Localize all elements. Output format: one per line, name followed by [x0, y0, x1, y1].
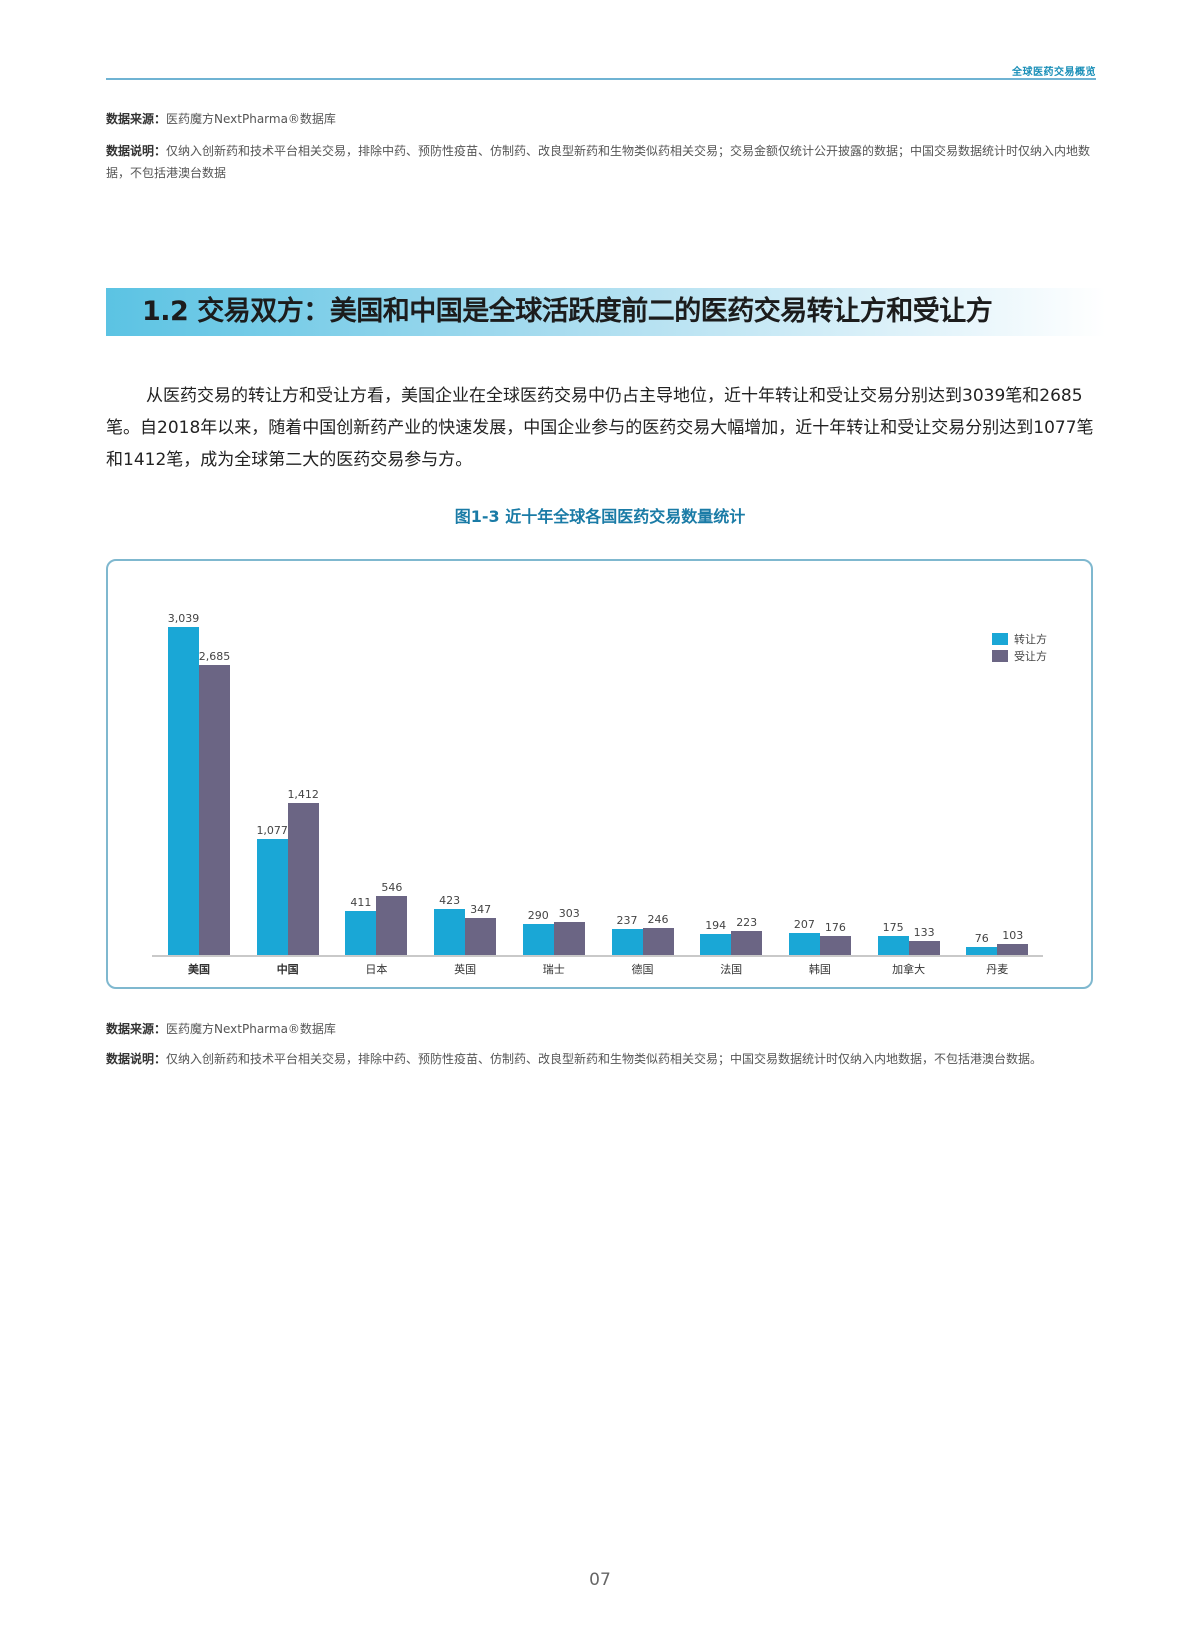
- x-axis-category-label: 美国: [188, 963, 210, 976]
- chart-frame: [106, 559, 1093, 989]
- note-label: 数据说明：: [106, 1052, 167, 1066]
- bar-transferor: [522, 923, 554, 955]
- data-label: 1,077: [256, 823, 288, 837]
- running-header-title: 全球医药交易概览: [1012, 67, 1096, 78]
- data-label: 1,412: [287, 787, 319, 801]
- note-text: 仅纳入创新药和技术平台相关交易，排除中药、预防性疫苗、仿制药、改良型新药和生物类…: [166, 1052, 1043, 1066]
- section-heading-band: [106, 288, 1106, 336]
- source-label: 数据来源：: [106, 1022, 167, 1036]
- x-axis-category-label: 加拿大: [892, 963, 926, 976]
- legend-swatch-icon: [992, 633, 1008, 645]
- source-text: 医药魔方NextPharma®数据库: [166, 112, 336, 126]
- data-label: 175: [882, 921, 904, 935]
- x-axis-category-label: 瑞士: [542, 963, 565, 976]
- data-label: 223: [736, 915, 758, 929]
- data-label: 3,039: [167, 612, 200, 625]
- data-label: 303: [558, 907, 580, 921]
- bar-transferor: [345, 910, 377, 955]
- data-label: 546: [381, 881, 403, 895]
- bottom-data-source: 数据来源：医药魔方NextPharma®数据库: [106, 1018, 336, 1040]
- legend-label: 受让方: [1014, 650, 1047, 663]
- note-text: 仅纳入创新药和技术平台相关交易，排除中药、预防性疫苗、仿制药、改良型新药和生物类…: [106, 144, 1091, 180]
- data-label: 207: [793, 917, 815, 931]
- bar-transferee: [376, 896, 408, 955]
- figure-title: 图1-3 近十年全球各国医药交易数量统计: [454, 507, 746, 526]
- top-data-note: 数据说明：仅纳入创新药和技术平台相关交易，排除中药、预防性疫苗、仿制药、改良型新…: [106, 140, 1096, 184]
- page-number: 07: [589, 1570, 611, 1590]
- top-data-source: 数据来源：医药魔方NextPharma®数据库: [106, 108, 336, 130]
- data-label: 194: [705, 919, 727, 933]
- bar-transferee: [199, 665, 230, 955]
- bar-transferee: [642, 928, 674, 955]
- bar-chart: 3,039 2,685 美国 1,077 1,412 中国 411 546 日本 423 347 英国…: [167, 612, 1029, 976]
- legend-label: 转让方: [1014, 633, 1047, 646]
- bar-transferor: [788, 932, 820, 955]
- header-divider: [106, 78, 1096, 80]
- bar-transferee: [465, 917, 497, 955]
- bar-transferee: [997, 943, 1029, 955]
- bar-transferor: [700, 934, 732, 955]
- x-axis-category-label: 法国: [720, 963, 743, 976]
- bar-transferee: [287, 802, 319, 955]
- legend-item-transferor: 转让方: [992, 631, 1047, 647]
- x-axis-category-label: 英国: [454, 963, 477, 976]
- data-label: 103: [1002, 928, 1024, 942]
- bar-transferor: [611, 929, 643, 955]
- data-label: 290: [527, 908, 549, 922]
- bar-transferee: [819, 936, 851, 955]
- bar-transferor: [434, 909, 466, 955]
- data-label: 76: [974, 931, 989, 945]
- body-paragraph: 从医药交易的转让方和受让方看，美国企业在全球医药交易中仍占主导地位，近十年转让和…: [106, 386, 1094, 470]
- section-title: 1.2 交易双方：美国和中国是全球活跃度前二的医药交易转让方和受让方: [142, 296, 993, 327]
- bar-transferor: [966, 946, 998, 955]
- source-label: 数据来源：: [106, 112, 167, 126]
- x-axis-category-label: 日本: [365, 963, 388, 976]
- data-label: 246: [647, 913, 669, 927]
- data-label: 423: [439, 894, 461, 908]
- x-axis-category-label: 德国: [631, 963, 654, 976]
- source-text: 医药魔方NextPharma®数据库: [166, 1022, 336, 1036]
- x-axis-category-label: 丹麦: [986, 963, 1009, 976]
- bar-transferee: [908, 940, 940, 955]
- x-axis-baseline: [152, 955, 1043, 957]
- bar-transferee: [731, 930, 763, 955]
- data-label: 347: [470, 902, 492, 916]
- legend-swatch-icon: [992, 650, 1008, 662]
- data-label: 237: [616, 914, 638, 928]
- data-label: 133: [913, 925, 935, 939]
- bar-transferor: [877, 936, 909, 955]
- note-label: 数据说明：: [106, 144, 167, 158]
- bar-transferor: [168, 627, 199, 955]
- bar-transferor: [256, 838, 288, 955]
- legend-item-transferee: 受让方: [992, 648, 1047, 664]
- x-axis-category-label: 中国: [276, 963, 299, 976]
- bar-transferee: [553, 922, 585, 955]
- data-label: 176: [824, 921, 846, 934]
- data-label: 411: [350, 895, 372, 909]
- bottom-data-note: 数据说明：仅纳入创新药和技术平台相关交易，排除中药、预防性疫苗、仿制药、改良型新…: [106, 1048, 1096, 1070]
- data-label: 2,685: [198, 650, 231, 664]
- x-axis-category-label: 韩国: [808, 963, 831, 976]
